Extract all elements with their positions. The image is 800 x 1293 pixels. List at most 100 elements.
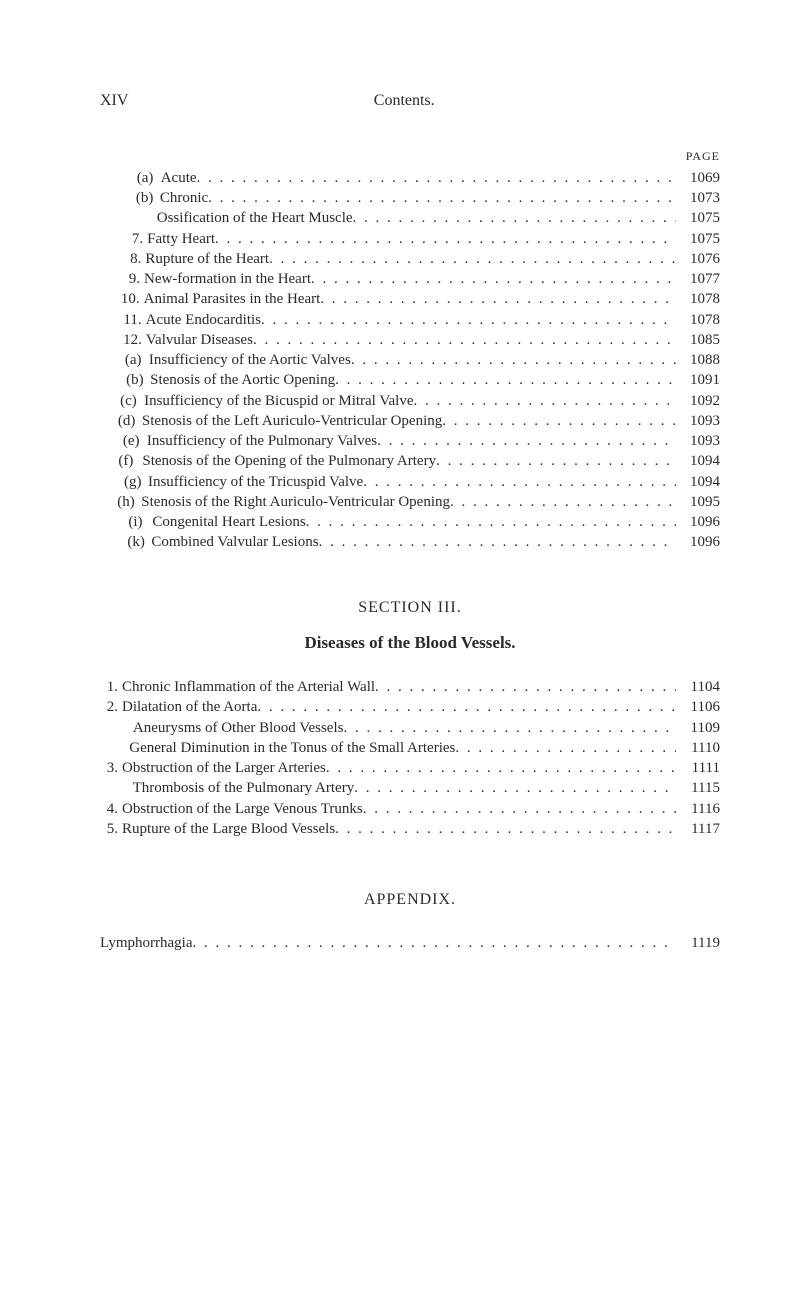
toc-line: 1. Chronic Inflammation of the Arterial … <box>100 677 720 697</box>
toc-line: (h) Stenosis of the Right Auriculo-Ventr… <box>100 492 720 512</box>
toc-leaders <box>311 269 676 289</box>
toc-label: Stenosis of the Aortic Opening <box>150 370 335 390</box>
toc-leaders <box>354 778 676 798</box>
toc-page: 1069 <box>676 168 720 188</box>
toc-label: Insufficiency of the Tricuspid Valve <box>148 472 363 492</box>
page-column-label: PAGE <box>100 148 720 164</box>
toc-line: (c) Insufficiency of the Bicuspid or Mit… <box>100 391 720 411</box>
toc-block-b: 1. Chronic Inflammation of the Arterial … <box>100 677 720 839</box>
toc-page: 1116 <box>676 799 720 819</box>
toc-marker: (f) <box>118 451 142 471</box>
toc-label: Thrombosis of the Pulmonary Artery <box>133 778 355 798</box>
toc-leaders <box>377 431 676 451</box>
header-title: Contents. <box>374 90 435 112</box>
toc-label: Insufficiency of the Pulmonary Valves <box>147 431 377 451</box>
toc-label: Chronic Inflammation of the Arterial Wal… <box>122 677 375 697</box>
toc-page: 1075 <box>676 229 720 249</box>
toc-leaders <box>353 208 676 228</box>
toc-line: (d) Stenosis of the Left Auriculo-Ventri… <box>100 411 720 431</box>
toc-line: (b) Stenosis of the Aortic Opening1091 <box>100 370 720 390</box>
toc-leaders <box>455 738 676 758</box>
toc-label: Stenosis of the Left Auriculo-Ventricula… <box>142 411 442 431</box>
toc-page: 1085 <box>676 330 720 350</box>
toc-page: 1117 <box>676 819 720 839</box>
toc-marker: (g) <box>124 472 148 492</box>
toc-line: 12. Valvular Diseases1085 <box>100 330 720 350</box>
toc-line: 7. Fatty Heart1075 <box>100 229 720 249</box>
toc-marker: (b) <box>126 370 150 390</box>
toc-page: 1095 <box>676 492 720 512</box>
toc-label: Obstruction of the Large Venous Trunks <box>122 799 363 819</box>
toc-label: Stenosis of the Right Auriculo-Ventricul… <box>141 492 450 512</box>
toc-label: Aneurysms of Other Blood Vessels <box>133 718 344 738</box>
toc-marker: 2. <box>100 697 118 717</box>
toc-marker: 10. <box>112 289 140 309</box>
toc-page: 1092 <box>676 391 720 411</box>
toc-marker: (h) <box>117 492 141 512</box>
toc-page: 1115 <box>676 778 720 798</box>
toc-marker: (c) <box>120 391 144 411</box>
toc-line: Lymphorrhagia 1119 <box>100 933 720 953</box>
toc-page: 1076 <box>676 249 720 269</box>
toc-label: General Diminution in the Tonus of the S… <box>129 738 455 758</box>
toc-line: (i) Congenital Heart Lesions1096 <box>100 512 720 532</box>
toc-line: (g) Insufficiency of the Tricuspid Valve… <box>100 472 720 492</box>
toc-page: 1106 <box>676 697 720 717</box>
toc-leaders <box>335 370 676 390</box>
toc-page: 1075 <box>676 208 720 228</box>
toc-page: 1104 <box>676 677 720 697</box>
toc-page: 1094 <box>676 472 720 492</box>
toc-label: Obstruction of the Larger Arteries <box>122 758 326 778</box>
toc-marker: 7. <box>115 229 143 249</box>
toc-leaders <box>261 310 676 330</box>
toc-leaders <box>335 819 676 839</box>
toc-label: Acute <box>161 168 197 188</box>
toc-line: (b) Chronic1073 <box>100 188 720 208</box>
toc-leaders <box>192 933 676 953</box>
toc-label: Rupture of the Large Blood Vessels <box>122 819 335 839</box>
toc-leaders <box>269 249 676 269</box>
page: XIV Contents. PAGE (a) Acute1069(b) Chro… <box>0 0 800 1293</box>
toc-page: 1096 <box>676 512 720 532</box>
toc-marker: 9. <box>112 269 140 289</box>
toc-page: 1078 <box>676 310 720 330</box>
toc-marker: (a) <box>137 168 161 188</box>
toc-marker: 11. <box>114 310 142 330</box>
toc-marker: 4. <box>100 799 118 819</box>
toc-label: Stenosis of the Opening of the Pulmonary… <box>142 451 436 471</box>
page-header: XIV Contents. <box>100 90 720 112</box>
toc-label: Congenital Heart Lesions <box>152 512 305 532</box>
toc-label: Animal Parasites in the Heart <box>144 289 321 309</box>
toc-page: 1110 <box>676 738 720 758</box>
toc-label: Rupture of the Heart <box>145 249 269 269</box>
toc-leaders <box>413 391 676 411</box>
section-3-subtitle: Diseases of the Blood Vessels. <box>100 632 720 655</box>
page-roman: XIV <box>100 90 128 112</box>
toc-line: Thrombosis of the Pulmonary Artery 1115 <box>100 778 720 798</box>
toc-leaders <box>326 758 676 778</box>
toc-page: 1077 <box>676 269 720 289</box>
toc-line: (f) Stenosis of the Opening of the Pulmo… <box>100 451 720 471</box>
toc-line: (a) Insufficiency of the Aortic Valves10… <box>100 350 720 370</box>
toc-label: Insufficiency of the Aortic Valves <box>149 350 351 370</box>
toc-label: Insufficiency of the Bicuspid or Mitral … <box>144 391 413 411</box>
toc-leaders <box>253 330 676 350</box>
toc-marker: 12. <box>114 330 142 350</box>
toc-marker: (k) <box>127 532 151 552</box>
toc-label: Dilatation of the Aorta <box>122 697 257 717</box>
toc-leaders <box>450 492 676 512</box>
toc-leaders <box>257 697 676 717</box>
toc-leaders <box>436 451 676 471</box>
toc-label: Acute Endocarditis <box>146 310 261 330</box>
toc-leaders <box>442 411 676 431</box>
toc-marker: 5. <box>100 819 118 839</box>
toc-leaders <box>351 350 676 370</box>
toc-leaders <box>319 532 676 552</box>
toc-marker: (a) <box>125 350 149 370</box>
toc-line: 9. New-formation in the Heart1077 <box>100 269 720 289</box>
toc-line: 4. Obstruction of the Large Venous Trunk… <box>100 799 720 819</box>
toc-line: 3. Obstruction of the Larger Arteries111… <box>100 758 720 778</box>
toc-leaders <box>343 718 676 738</box>
toc-line: (a) Acute 1069 <box>100 168 720 188</box>
toc-leaders <box>363 799 676 819</box>
